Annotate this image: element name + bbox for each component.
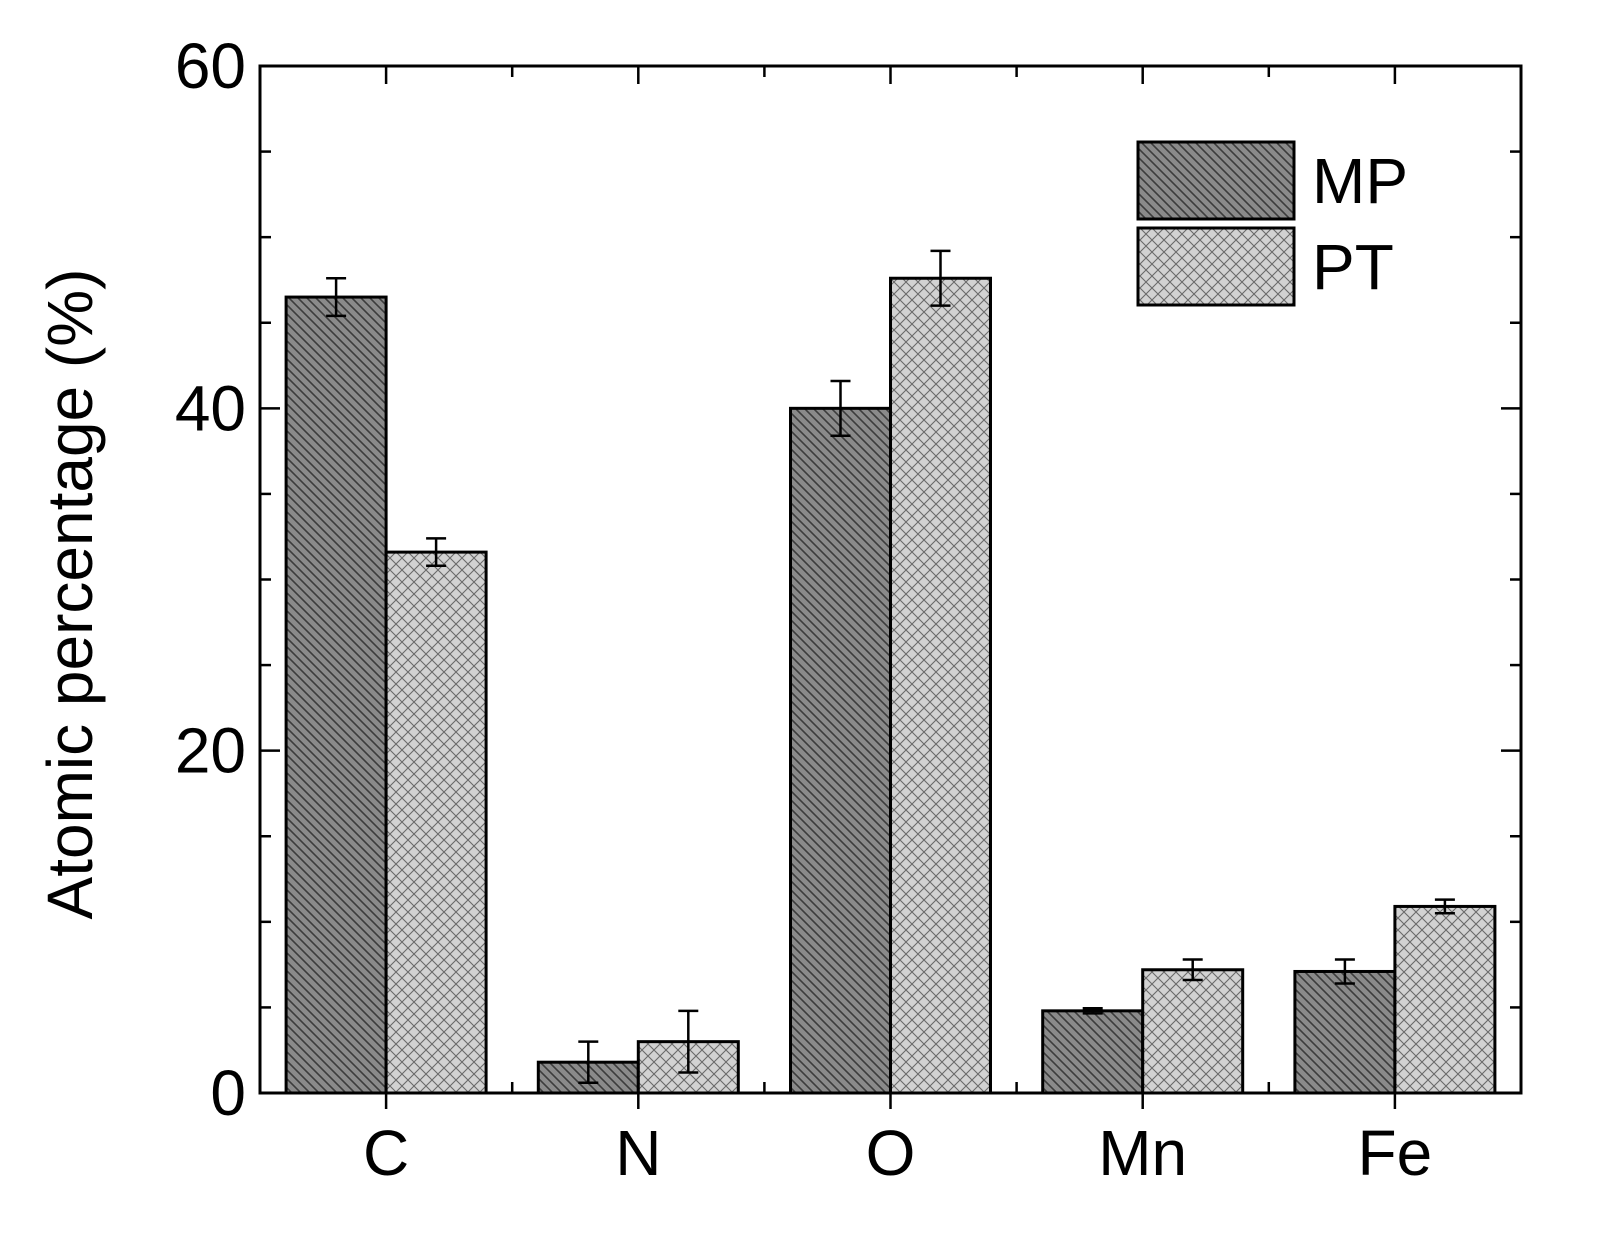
legend: MP PT	[1136, 140, 1408, 307]
error-bar-pt-n	[678, 1009, 699, 1074]
y-tick-label: 20	[175, 715, 246, 787]
error-bar-pt-c	[426, 537, 447, 568]
x-tick-label-n: N	[615, 1117, 661, 1189]
bar-mp-o	[789, 406, 892, 1095]
error-bar-mp-mn	[1082, 1007, 1103, 1015]
legend-swatch-mp	[1136, 140, 1296, 221]
bar-mp-mn	[1041, 1009, 1145, 1095]
y-axis-title: Atomic percentage (%)	[34, 269, 106, 920]
legend-label-mp: MP	[1312, 145, 1408, 217]
error-bar-pt-o	[930, 249, 951, 307]
error-bar-pt-fe	[1434, 898, 1455, 915]
error-bar-mp-fe	[1334, 958, 1355, 985]
error-bar-mp-n	[578, 1040, 599, 1084]
y-tick-label: 0	[210, 1057, 246, 1129]
y-tick-label: 60	[175, 30, 246, 102]
bar-pt-mn	[1141, 968, 1245, 1095]
y-tick-label: 40	[175, 372, 246, 444]
x-tick-label-c: C	[363, 1117, 409, 1189]
x-tick-label-fe: Fe	[1358, 1117, 1433, 1189]
x-tick-label-o: O	[866, 1117, 916, 1189]
legend-swatch-pt	[1136, 226, 1296, 307]
bar-pt-fe	[1393, 904, 1497, 1095]
bar-pt-c	[384, 550, 488, 1095]
legend-label-pt: PT	[1312, 231, 1394, 303]
axes-layer: 0 20 40 60 C N O Mn Fe	[175, 30, 1523, 1189]
bar-pt-o	[889, 276, 992, 1095]
error-bar-mp-o	[830, 379, 851, 437]
bars-layer	[284, 249, 1497, 1095]
error-bar-mp-c	[326, 276, 347, 318]
bar-mp-c	[284, 295, 388, 1095]
bar-mp-fe	[1293, 969, 1397, 1095]
error-bar-pt-mn	[1182, 958, 1203, 982]
x-tick-label-mn: Mn	[1098, 1117, 1187, 1189]
